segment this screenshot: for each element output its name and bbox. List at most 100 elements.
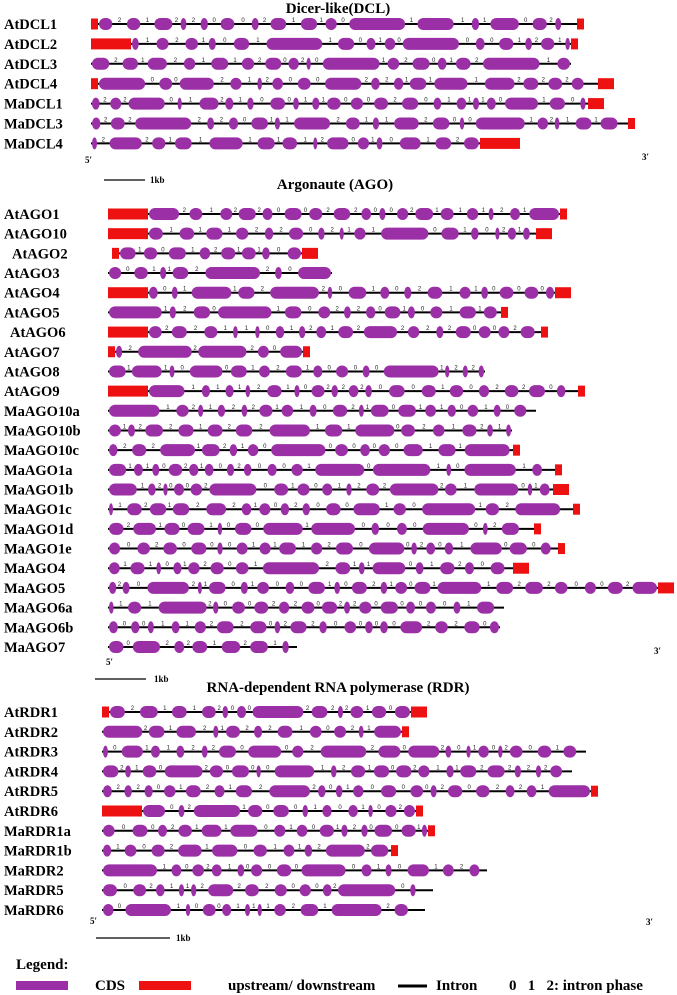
exon-cds: [281, 404, 294, 417]
intron-phase-mark: 2: [208, 602, 212, 608]
gene-row-atago2: AtAGO2 1 0 1 2 1 1 0: [12, 246, 318, 262]
exon-cds: [509, 542, 527, 555]
intron-phase-mark: 0: [396, 424, 400, 430]
exon-cds: [274, 483, 289, 496]
intron-phase-mark: 2: [504, 746, 508, 752]
intron-phase-mark: 0: [263, 444, 267, 450]
exon-cds: [125, 765, 131, 778]
exon-cds: [218, 306, 272, 319]
intron-phase-mark: 0: [248, 706, 252, 712]
intron-phase-mark: 2: [245, 726, 249, 732]
intron-phase-mark: 1: [145, 746, 149, 752]
intron-phase-mark: 1: [163, 864, 167, 870]
exon-cds: [218, 745, 236, 758]
exon-cds: [355, 424, 395, 437]
exon-cds: [241, 503, 252, 516]
intron-phase-mark: 0: [304, 208, 308, 214]
exon-cds: [306, 57, 311, 70]
exon-cds: [311, 706, 328, 718]
downstream-utr: [578, 385, 585, 397]
exon-cds: [178, 824, 192, 837]
intron-phase-mark: 2: [418, 287, 422, 293]
intron-phase-mark: 2: [345, 706, 349, 712]
exon-cds: [309, 404, 317, 417]
intron-phase-mark: 2: [549, 18, 553, 24]
exon-cds: [152, 137, 166, 150]
exon-cds: [236, 542, 248, 555]
exon-cds: [148, 725, 165, 738]
intron-phase-mark: 2: [175, 18, 179, 24]
exon-cds: [548, 77, 563, 90]
exon-cds: [525, 37, 532, 50]
intron-phase-mark: 1: [455, 765, 459, 771]
intron-phase-mark: 0: [266, 805, 270, 811]
exon-cds: [172, 267, 189, 280]
exon-cds: [103, 844, 112, 857]
intron-phase-mark: 0: [294, 805, 298, 811]
exon-cds: [466, 208, 479, 220]
exon-cds: [156, 562, 161, 575]
intron-phase-mark: 1: [458, 444, 462, 450]
exon-cds: [174, 137, 192, 150]
intron-phase-mark: 1: [148, 602, 152, 608]
intron-phase-mark: 1: [426, 137, 430, 143]
intron-phase-mark: 1: [322, 98, 326, 104]
intron-phase-mark: 2: [251, 346, 255, 352]
intron-phase-mark: 0: [521, 484, 525, 490]
intron-phase-mark: 0: [246, 864, 250, 870]
exon-cds: [399, 137, 421, 150]
intron-phase-mark: 2: [496, 785, 500, 791]
exon-cds: [333, 208, 351, 220]
gene-row-maago10c: MaAGO10c 2 2 1 2 1 0 0 0 0 0 1 1: [4, 443, 520, 459]
intron-phase-mark: 0: [378, 306, 382, 312]
exon-cds: [380, 601, 398, 614]
exon-cds: [327, 137, 349, 150]
exon-cds: [103, 864, 158, 877]
intron-phase-mark: 1: [300, 726, 304, 732]
intron-phase-mark: 0: [499, 98, 503, 104]
intron-phase-mark: 1: [164, 365, 168, 371]
exon-cds: [436, 326, 444, 339]
intron-phase-mark: 1: [313, 805, 317, 811]
intron-phase-mark: 0: [228, 543, 232, 549]
intron-phase-mark: 0: [315, 58, 319, 64]
dcl-scale-label: 1kb: [150, 175, 165, 185]
intron-phase-mark: 0: [180, 365, 184, 371]
intron-phase-mark: 2: [220, 98, 224, 104]
intron-phase-mark: 1: [168, 503, 172, 509]
exon-cds: [275, 267, 282, 280]
intron-phase-mark: 2: [203, 562, 207, 568]
ago-three-prime-label: 3′: [654, 646, 661, 656]
intron-phase-mark: 0: [326, 726, 330, 732]
exon-cds: [131, 365, 162, 378]
intron-phase-mark: 1: [378, 38, 382, 44]
exon-cds: [309, 725, 322, 738]
exon-cds: [474, 483, 519, 496]
intron-phase-mark: 0: [369, 825, 373, 831]
intron-phase-mark: 2: [184, 464, 188, 470]
exon-cds: [365, 621, 373, 634]
exon-cds: [409, 77, 427, 90]
exon-cds: [189, 208, 203, 220]
exon-cds: [103, 824, 115, 837]
intron-phase-mark: 0: [375, 621, 379, 627]
exon-cds: [177, 97, 182, 110]
intron-phase-mark: 1: [275, 405, 279, 411]
intron-phase-mark: 1: [200, 464, 204, 470]
exon-cds: [251, 117, 268, 130]
exon-cds: [156, 37, 169, 50]
exon-cds: [298, 267, 331, 280]
exon-cds: [380, 286, 390, 299]
exon-cds: [510, 208, 521, 220]
exon-cds: [554, 117, 560, 130]
intron-phase-mark: 1: [236, 904, 240, 910]
exon-cds: [370, 404, 389, 417]
exon-cds: [325, 18, 337, 30]
intron-phase-mark: 2: [127, 523, 131, 529]
exon-cds: [301, 601, 315, 614]
exon-cds: [256, 765, 261, 778]
exon-cds: [393, 503, 406, 516]
gene-row-atrdr4: AtRDR4 2 1 0 2 0 0 0 1 2 1 0 2 1 1 2 2 2 2: [4, 764, 572, 780]
intron-phase-mark: 2: [413, 765, 417, 771]
exon-cds: [371, 77, 380, 90]
